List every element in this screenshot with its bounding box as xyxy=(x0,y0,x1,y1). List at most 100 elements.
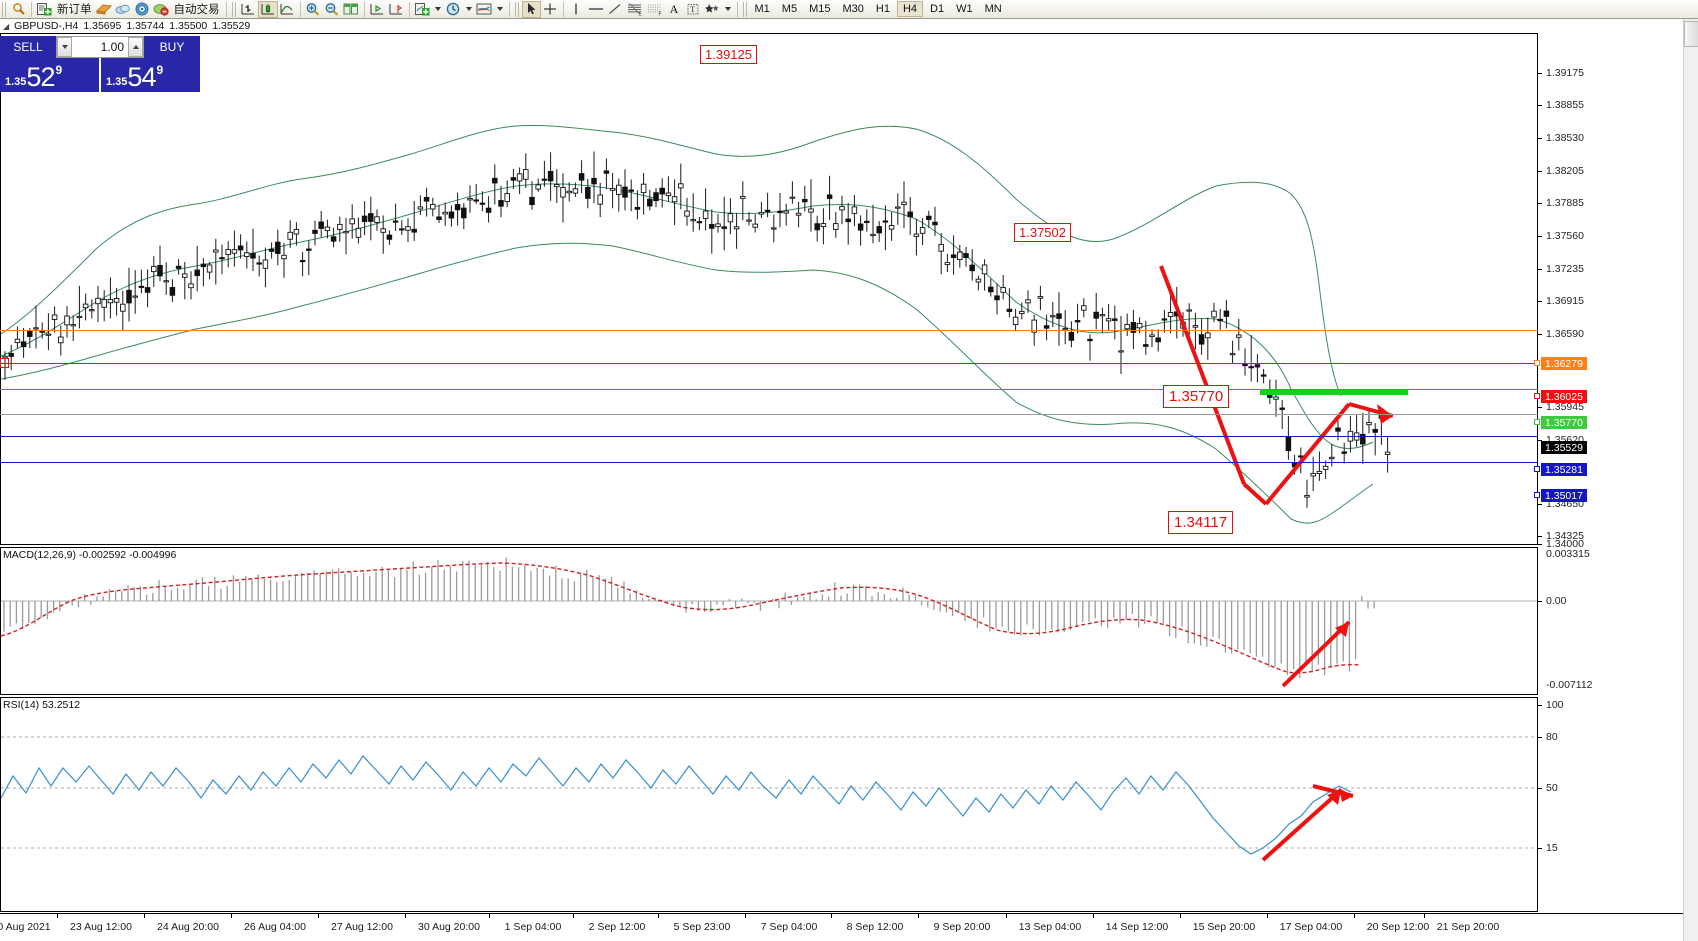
price-axis-tick xyxy=(1538,301,1542,302)
timeframe-m5[interactable]: M5 xyxy=(781,3,798,15)
cloud-icon[interactable] xyxy=(114,1,133,18)
rsi-axis-label: 100 xyxy=(1546,699,1564,711)
new-order-icon[interactable] xyxy=(35,1,54,18)
equidistant-channel-icon[interactable]: F xyxy=(645,1,665,18)
volume-stepper[interactable]: 1.00 xyxy=(56,36,144,58)
time-axis-tick xyxy=(573,914,574,918)
price-chart-pane[interactable] xyxy=(0,33,1538,545)
vertical-line-icon[interactable] xyxy=(567,1,586,18)
price-axis-label: 1.37560 xyxy=(1546,230,1584,242)
main-toolbar[interactable]: 新订单 自动交易 xyxy=(0,0,1698,19)
time-axis-label: 7 Sep 04:00 xyxy=(760,921,818,933)
indicators-icon[interactable] xyxy=(413,1,432,18)
time-axis-tick xyxy=(831,914,832,918)
toolbar-grip[interactable] xyxy=(2,1,7,17)
timeframe-m1[interactable]: M1 xyxy=(754,3,770,15)
symbol-info-bar: ◢ GBPUSD-,H4 1.35695 1.35744 1.35500 1.3… xyxy=(0,20,1698,32)
chevron-down-icon[interactable] xyxy=(465,7,472,11)
buy-button[interactable]: BUY xyxy=(144,36,200,58)
volume-decrement-button[interactable] xyxy=(57,37,72,57)
time-axis-label: 0 Aug 2021 xyxy=(0,921,51,933)
sell-price-prefix: 1.35 xyxy=(5,76,27,88)
toolbar-separator xyxy=(363,1,365,17)
level-support-blue-2[interactable]: 1.35017 xyxy=(1541,489,1587,502)
timeframe-m15[interactable]: M15 xyxy=(809,3,831,15)
scrollbar-thumb[interactable] xyxy=(1684,21,1698,47)
level-drag-handle[interactable] xyxy=(1534,419,1540,425)
bar-chart-icon[interactable] xyxy=(239,1,258,18)
rsi-axis-label: 15 xyxy=(1546,842,1558,854)
crosshair-icon[interactable] xyxy=(541,1,560,18)
level-drag-handle[interactable] xyxy=(1534,492,1540,498)
macd-pane[interactable]: MACD(12,26,9) -0.002592 -0.004996 xyxy=(0,547,1538,695)
toolbar-grip[interactable] xyxy=(514,1,520,17)
level-resistance-red[interactable]: 1.36025 xyxy=(1541,390,1587,403)
price-axis-label: 1.35945 xyxy=(1546,401,1584,413)
volume-value[interactable]: 1.00 xyxy=(100,40,124,54)
auto-trading-icon[interactable] xyxy=(152,1,171,18)
zoom-in-icon[interactable] xyxy=(304,1,323,18)
vertical-scrollbar[interactable] xyxy=(1683,19,1698,941)
cursor-icon[interactable] xyxy=(521,0,541,18)
auto-trading-label[interactable]: 自动交易 xyxy=(173,4,220,16)
time-axis[interactable]: 0 Aug 2021 23 Aug 12:00 24 Aug 20:00 26 Aug… xyxy=(0,913,1698,941)
level-resistance-orange[interactable]: 1.36279 xyxy=(1541,357,1587,370)
text-icon[interactable]: A xyxy=(669,1,679,16)
volume-increment-button[interactable] xyxy=(128,37,143,57)
rsi-axis: 100 80 50 15 xyxy=(1538,697,1698,912)
annotation-swing-high[interactable]: 1.39125 xyxy=(700,45,757,64)
price-axis-tick xyxy=(1538,440,1542,441)
level-support-blue-1[interactable]: 1.35281 xyxy=(1541,463,1587,476)
line-chart-icon[interactable] xyxy=(278,1,297,18)
timeframe-mn[interactable]: MN xyxy=(984,3,1002,15)
price-axis-label: 1.37235 xyxy=(1546,263,1584,275)
chevron-down-icon[interactable] xyxy=(496,7,503,11)
annotation-target[interactable]: 1.35770 xyxy=(1163,385,1230,408)
price-axis[interactable]: 1.39175 1.38855 1.38530 1.38205 1.37885 1.375… xyxy=(1534,33,1698,550)
annotation-swing-low[interactable]: 1.34117 xyxy=(1168,511,1234,534)
rsi-pane[interactable]: RSI(14) 53.2512 xyxy=(0,697,1538,912)
price-axis-label: 1.36590 xyxy=(1546,328,1584,340)
zoom-out-icon[interactable] xyxy=(323,1,342,18)
timeframe-h1[interactable]: H1 xyxy=(875,3,890,15)
toolbar-separator xyxy=(299,1,301,17)
one-click-trading-panel[interactable]: SELL 1.00 BUY 1.35 52 9 1.35 54 9 xyxy=(0,36,200,92)
trendline-icon[interactable] xyxy=(606,1,625,18)
horizontal-line-icon[interactable] xyxy=(586,1,606,18)
chevron-down-icon[interactable] xyxy=(724,7,731,11)
level-current-price[interactable]: 1.35529 xyxy=(1541,441,1587,454)
auto-scroll-icon[interactable] xyxy=(387,1,406,18)
time-axis-label: 2 Sep 12:00 xyxy=(588,921,646,933)
annotation-retest[interactable]: 1.37502 xyxy=(1014,223,1071,242)
candlestick-chart-icon[interactable] xyxy=(257,0,278,18)
templates-icon[interactable] xyxy=(475,1,494,18)
tile-windows-icon[interactable] xyxy=(342,1,361,18)
history-icon[interactable] xyxy=(95,1,114,18)
timeframe-d1[interactable]: D1 xyxy=(930,3,945,15)
time-axis-tick xyxy=(745,914,746,918)
sell-price-display[interactable]: 1.35 52 9 xyxy=(0,58,99,92)
level-drag-handle[interactable] xyxy=(1534,393,1540,399)
level-drag-handle[interactable] xyxy=(1534,466,1540,472)
price-axis-label: 1.37885 xyxy=(1546,197,1584,209)
label-icon[interactable]: T xyxy=(684,1,703,18)
price-axis-label: 1.38530 xyxy=(1546,132,1584,144)
periods-icon[interactable] xyxy=(444,1,463,18)
toolbar-grip[interactable] xyxy=(742,1,748,17)
chart-shift-icon[interactable] xyxy=(368,1,387,18)
level-drag-handle[interactable] xyxy=(1534,360,1540,366)
time-axis-label: 30 Aug 20:00 xyxy=(418,921,480,933)
timeframe-w1[interactable]: W1 xyxy=(956,3,973,15)
shapes-icon[interactable] xyxy=(703,1,722,18)
buy-price-display[interactable]: 1.35 54 9 xyxy=(101,58,200,92)
chevron-down-icon[interactable] xyxy=(434,7,441,11)
timeframe-m30[interactable]: M30 xyxy=(842,3,864,15)
search-icon[interactable] xyxy=(9,1,28,18)
toolbar-grip[interactable] xyxy=(231,1,237,17)
new-order-label[interactable]: 新订单 xyxy=(57,4,92,16)
signals-icon[interactable] xyxy=(133,1,152,18)
sell-button[interactable]: SELL xyxy=(0,36,56,58)
fibonacci-icon[interactable]: E xyxy=(625,1,645,18)
level-target-green[interactable]: 1.35770 xyxy=(1541,416,1587,429)
timeframe-h4[interactable]: H4 xyxy=(896,1,923,17)
